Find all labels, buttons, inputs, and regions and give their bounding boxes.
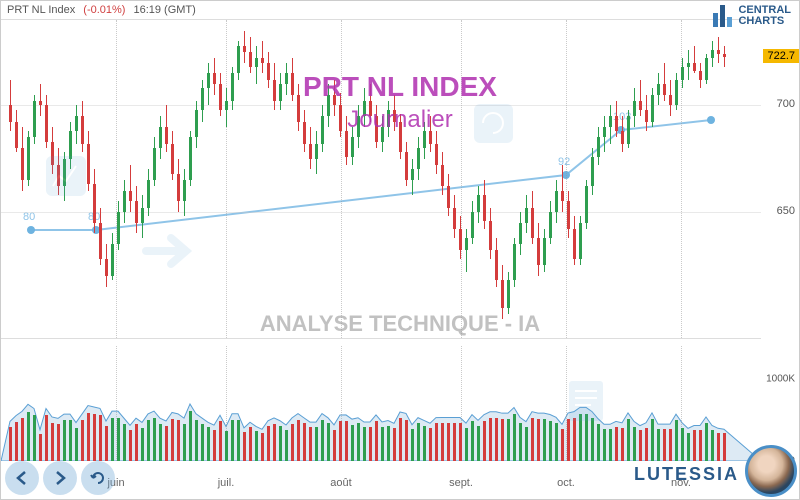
svg-text:92: 92 — [558, 156, 570, 168]
nav-refresh-button[interactable] — [81, 461, 115, 495]
avatar-icon[interactable] — [745, 445, 797, 497]
nav-forward-button[interactable] — [43, 461, 77, 495]
lutessia-brand: LUTESSIA — [634, 464, 739, 485]
price-chart[interactable]: 808092103 — [1, 19, 761, 339]
trend-overlay: 808092103 — [1, 20, 761, 340]
logo-bars-icon — [713, 5, 734, 27]
chart-header: PRT NL Index (-0.01%) 16:19 (GMT) — [1, 1, 799, 19]
price-change: (-0.01%) — [83, 4, 125, 16]
symbol-name: PRT NL Index — [7, 4, 75, 16]
nav-controls — [5, 461, 115, 495]
price-y-axis: 650700722.7 — [759, 19, 799, 339]
volume-y-axis: 0001000K — [759, 346, 799, 461]
volume-chart[interactable] — [1, 346, 761, 461]
nav-back-button[interactable] — [5, 461, 39, 495]
logo-text-2: CHARTS — [738, 16, 791, 27]
timestamp: 16:19 (GMT) — [133, 4, 195, 16]
central-charts-logo: CENTRAL CHARTS — [713, 5, 791, 27]
chart-container: PRT NL Index (-0.01%) 16:19 (GMT) CENTRA… — [0, 0, 800, 500]
